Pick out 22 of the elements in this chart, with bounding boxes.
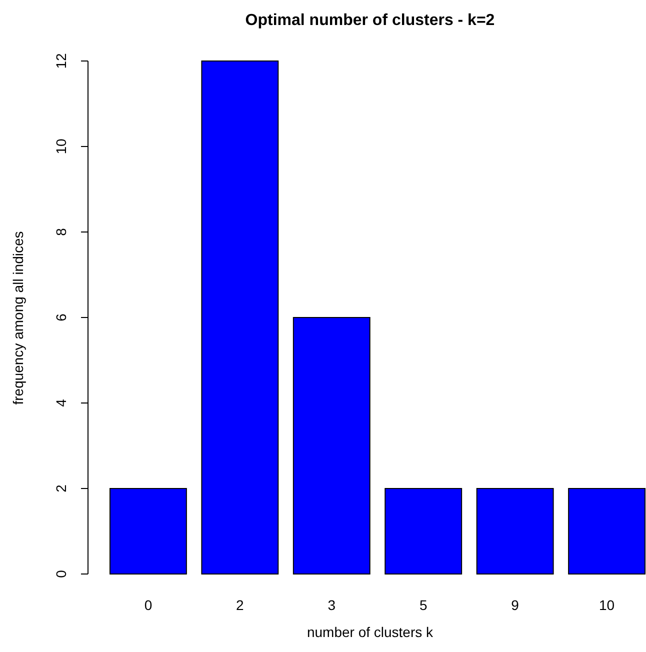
x-tick-label: 0 bbox=[144, 597, 152, 613]
y-tick-label: 0 bbox=[53, 570, 69, 578]
y-tick-label: 4 bbox=[53, 398, 69, 407]
x-tick-label: 3 bbox=[328, 597, 336, 613]
y-tick-label: 10 bbox=[53, 138, 69, 154]
chart-title: Optimal number of clusters - k=2 bbox=[245, 12, 495, 29]
bar bbox=[476, 488, 554, 574]
x-axis-title: number of clusters k bbox=[306, 624, 434, 640]
x-tick-label: 5 bbox=[419, 597, 428, 613]
x-tick-label: 9 bbox=[511, 597, 520, 613]
x-tick-label: 2 bbox=[236, 597, 244, 613]
y-axis-title: frequency among all indices bbox=[10, 231, 26, 405]
bar bbox=[110, 488, 187, 574]
y-tick-label: 8 bbox=[53, 228, 69, 236]
y-tick-label: 6 bbox=[53, 313, 69, 322]
bar bbox=[292, 317, 370, 574]
x-tick-label: 10 bbox=[598, 597, 615, 613]
bar bbox=[201, 60, 279, 574]
bar bbox=[384, 488, 462, 574]
y-tick-label: 2 bbox=[53, 484, 69, 492]
y-tick-label: 12 bbox=[53, 53, 69, 69]
bar bbox=[568, 488, 646, 574]
